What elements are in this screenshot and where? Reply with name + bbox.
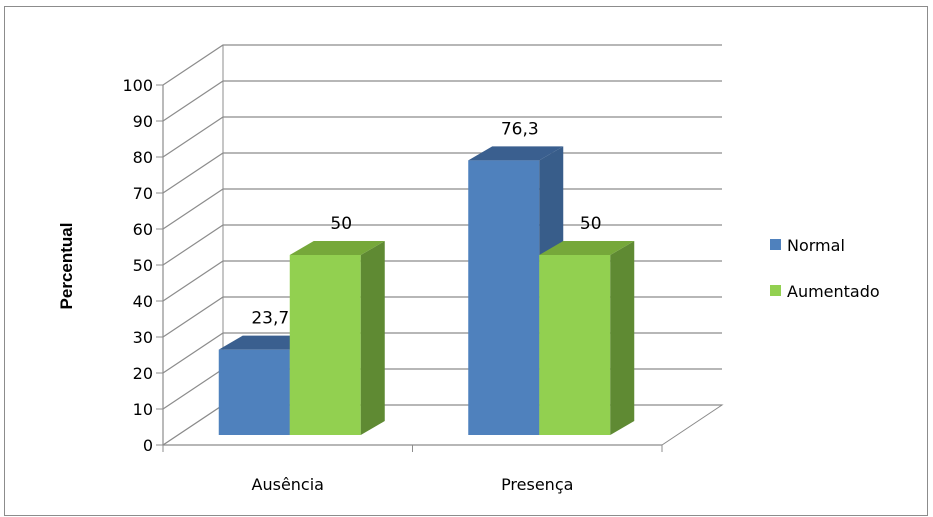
bar-top — [539, 241, 635, 255]
bar-front — [539, 255, 611, 435]
bar-top — [468, 146, 564, 161]
gridline — [162, 188, 722, 230]
gridline — [162, 224, 722, 266]
y-tick-label: 100 — [122, 76, 153, 95]
y-axis-label: Percentual — [57, 223, 76, 310]
x-category-label: Presença — [501, 475, 573, 494]
bar-front — [289, 255, 361, 435]
gridline — [162, 260, 722, 302]
y-tick-label: 50 — [133, 256, 153, 275]
bar-side — [610, 241, 635, 435]
data-label: 76,3 — [501, 119, 539, 139]
bar-aumentado-1 — [539, 241, 635, 435]
y-tick-label: 20 — [133, 364, 153, 383]
gridline — [162, 44, 722, 86]
legend-swatch — [770, 285, 781, 296]
y-tick-label: 70 — [133, 184, 153, 203]
y-tick-label: 90 — [133, 112, 153, 131]
y-tick-label: 80 — [133, 148, 153, 167]
legend-swatch — [770, 239, 781, 250]
y-tick-label: 30 — [133, 328, 153, 347]
gridline — [162, 116, 722, 158]
y-tick-label: 60 — [133, 220, 153, 239]
bar-front — [218, 349, 290, 435]
x-category-labels: Ausência Presença — [252, 475, 574, 494]
x-category-label: Ausência — [252, 475, 324, 494]
axes — [156, 84, 663, 452]
legend-label: Normal — [787, 236, 845, 255]
data-label: 23,7 — [251, 309, 289, 329]
bar-front — [468, 160, 540, 435]
gridline — [162, 296, 722, 338]
bar-aumentado-0 — [289, 241, 385, 435]
y-tick-label: 0 — [143, 436, 153, 455]
data-label: 50 — [580, 214, 602, 234]
y-tick-labels: 0 10 20 30 40 50 60 70 80 90 100 — [122, 76, 153, 455]
bars — [218, 146, 635, 435]
data-labels: 23,7 50 76,3 50 — [251, 119, 601, 328]
data-label: 50 — [330, 214, 352, 234]
bar-top — [289, 241, 385, 255]
y-tick-label: 40 — [133, 292, 153, 311]
gridline — [162, 80, 722, 122]
gridline — [162, 152, 722, 194]
y-tick-label: 10 — [133, 400, 153, 419]
legend-label: Aumentado — [787, 282, 880, 301]
bar-side — [360, 241, 385, 435]
legend: Normal Aumentado — [770, 236, 880, 301]
